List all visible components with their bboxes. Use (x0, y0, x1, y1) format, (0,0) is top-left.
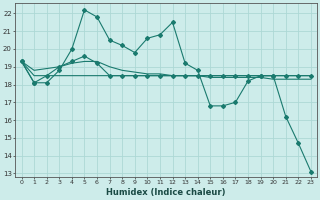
X-axis label: Humidex (Indice chaleur): Humidex (Indice chaleur) (107, 188, 226, 197)
